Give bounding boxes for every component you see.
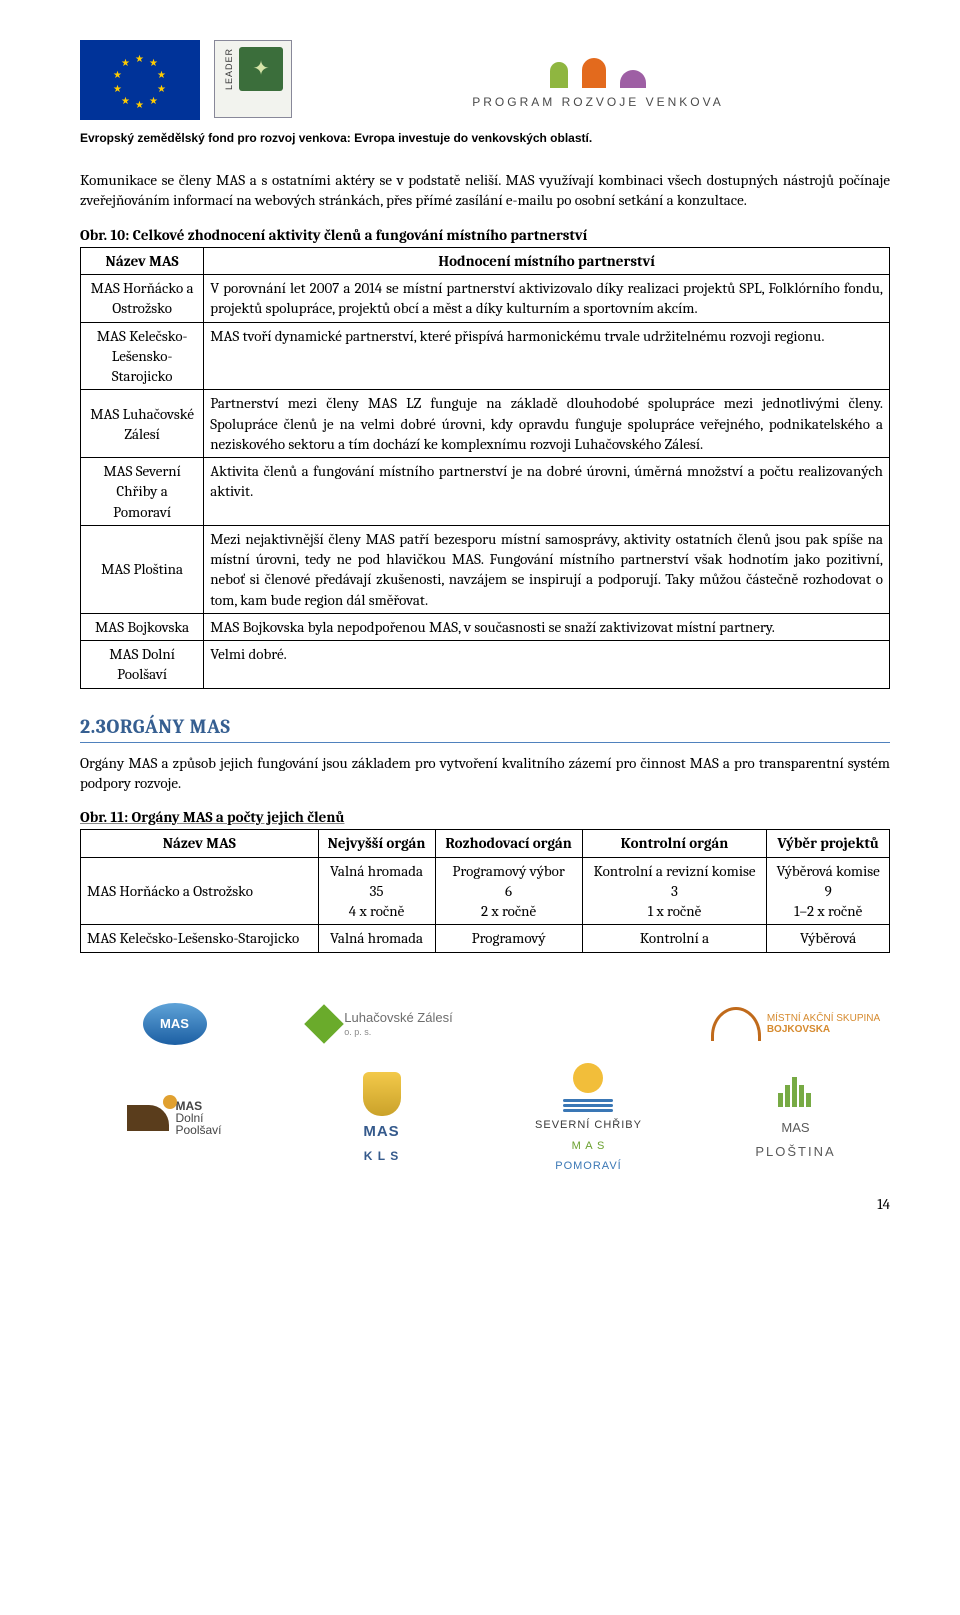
dolni-shape-icon [127, 1105, 169, 1131]
table2-header-name: Název MAS [81, 830, 319, 857]
table2-cell-select: Výběrová komise 9 1–2 x ročně [767, 857, 890, 925]
table1-cell-desc: MAS Bojkovska byla nepodpořenou MAS, v s… [204, 613, 890, 640]
table2-header-top: Nejvyšší orgán [318, 830, 435, 857]
table-row: MAS Dolní Poolšaví Velmi dobré. [81, 641, 890, 689]
kls-l2: K L S [364, 1148, 399, 1164]
table1-cell-desc: MAS tvoří dynamické partnerství, které p… [204, 322, 890, 390]
sun-icon [573, 1063, 603, 1093]
logo-luhacovske-zalesi: Luhačovské Zálesí o. p. s. [310, 1009, 452, 1039]
bojk-line2: BOJKOVSKA [767, 1024, 880, 1035]
mas-badge-icon: MAS [143, 1003, 207, 1045]
eu-fund-line: Evropský zemědělský fond pro rozvoj venk… [80, 130, 890, 146]
lozenge-icon [304, 1004, 344, 1044]
dolni-l3: Poolšaví [175, 1124, 221, 1136]
table2-header-select: Výběr projektů [767, 830, 890, 857]
pomor-l1: SEVERNÍ CHŘIBY [535, 1118, 642, 1133]
logo-dolni-poolsavi: MAS Dolní Poolšaví [127, 1100, 221, 1136]
table-row: MAS Luhačovské Zálesí Partnerství mezi č… [81, 390, 890, 458]
logo-bojkovska: MÍSTNÍ AKČNÍ SKUPINA BOJKOVSKA [711, 1007, 880, 1041]
pomor-l3: POMORAVÍ [555, 1159, 621, 1174]
table-row: MAS Kelečsko-Lešensko-Starojicko Valná h… [81, 925, 890, 952]
header-logos: ★★ ★★ ★★ ★★ ★★ LEADER ✦ PROGRAM ROZVOJE … [80, 40, 890, 120]
section-heading: 2.3ORGÁNY MAS [80, 713, 890, 740]
table1-cell-desc: V porovnání let 2007 a 2014 se místní pa… [204, 275, 890, 323]
table-row: MAS Kelečsko-Lešensko-Starojicko MAS tvo… [81, 322, 890, 390]
table1-cell-name: MAS Luhačovské Zálesí [81, 390, 204, 458]
table-row: MAS Ploština Mezi nejaktivnější členy MA… [81, 525, 890, 613]
table1-cell-name: MAS Dolní Poolšaví [81, 641, 204, 689]
table2-header-control: Kontrolní orgán [582, 830, 767, 857]
table2-cell-select: Výběrová [767, 925, 890, 952]
table1-cell-name: MAS Bojkovska [81, 613, 204, 640]
logo-mas-plostina: MAS PLOŠTINA [755, 1077, 835, 1160]
table-partnership-evaluation: Název MAS Hodnocení místního partnerství… [80, 247, 890, 689]
luh-ops: o. p. s. [344, 1026, 452, 1038]
table2-cell-top: Valná hromada [318, 925, 435, 952]
table1-cell-name: MAS Ploština [81, 525, 204, 613]
waves-icon [563, 1099, 613, 1112]
table1-cell-desc: Partnerství mezi členy MAS LZ funguje na… [204, 390, 890, 458]
table2-cell-control: Kontrolní a [582, 925, 767, 952]
plost-l1: MAS [781, 1119, 809, 1137]
table-row: MAS Horňácko a Ostrožsko V porovnání let… [81, 275, 890, 323]
page-number: 14 [80, 1194, 890, 1214]
table1-header-name: Název MAS [81, 247, 204, 274]
table2-cell-top: Valná hromada 35 4 x ročně [318, 857, 435, 925]
table2-cell-name: MAS Kelečsko-Lešensko-Starojicko [81, 925, 319, 952]
footer-logos: MAS Luhačovské Zálesí o. p. s. MÍSTNÍ AK… [80, 1003, 890, 1175]
table2-cell-control: Kontrolní a revizní komise 3 1 x ročně [582, 857, 767, 925]
table-row: MAS Bojkovska MAS Bojkovska byla nepodpo… [81, 613, 890, 640]
pomor-l2: M A S [572, 1139, 606, 1154]
table2-cell-decide: Programový [435, 925, 582, 952]
table-organs: Název MAS Nejvyšší orgán Rozhodovací org… [80, 829, 890, 952]
logo-mas-kls: MAS K L S [363, 1072, 401, 1164]
table1-cell-name: MAS Kelečsko-Lešensko-Starojicko [81, 322, 204, 390]
table-row: MAS Horňácko a Ostrožsko Valná hromada 3… [81, 857, 890, 925]
table2-cell-name: MAS Horňácko a Ostrožsko [81, 857, 319, 925]
table1-cell-name: MAS Severní Chřiby a Pomoraví [81, 458, 204, 526]
table2-header-decide: Rozhodovací orgán [435, 830, 582, 857]
prv-logo: PROGRAM ROZVOJE VENKOVA [306, 40, 890, 110]
table1-cell-name: MAS Horňácko a Ostrožsko [81, 275, 204, 323]
section-rule [80, 742, 890, 743]
table2-caption: Obr. 11: Orgány MAS a počty jejich členů [80, 807, 890, 827]
table1-cell-desc: Aktivita členů a fungování místního part… [204, 458, 890, 526]
table1-header-desc: Hodnocení místního partnerství [204, 247, 890, 274]
logo-mas-hornacko: MAS [143, 1003, 207, 1045]
intro-paragraph: Komunikace se členy MAS a s ostatními ak… [80, 170, 890, 211]
section-paragraph: Orgány MAS a způsob jejich fungování jso… [80, 753, 890, 794]
plost-l2: PLOŠTINA [755, 1143, 835, 1161]
table1-caption: Obr. 10: Celkové zhodnocení aktivity čle… [80, 225, 890, 245]
leader-logo: LEADER ✦ [214, 40, 292, 118]
kls-l1: MAS [363, 1122, 399, 1142]
bojk-line1: MÍSTNÍ AKČNÍ SKUPINA [767, 1013, 880, 1024]
bars-icon [778, 1077, 813, 1113]
prv-label: PROGRAM ROZVOJE VENKOVA [472, 94, 723, 110]
logo-severni-chriby: SEVERNÍ CHŘIBY M A S POMORAVÍ [535, 1063, 642, 1175]
table1-cell-desc: Velmi dobré. [204, 641, 890, 689]
shield-icon [363, 1072, 401, 1116]
table2-cell-decide: Programový výbor 6 2 x ročně [435, 857, 582, 925]
table-row: MAS Severní Chřiby a Pomoraví Aktivita č… [81, 458, 890, 526]
table1-cell-desc: Mezi nejaktivnější členy MAS patří bezes… [204, 525, 890, 613]
eu-flag-logo: ★★ ★★ ★★ ★★ ★★ [80, 40, 200, 120]
luh-label: Luhačovské Zálesí [344, 1009, 452, 1027]
house-icon [711, 1007, 761, 1041]
